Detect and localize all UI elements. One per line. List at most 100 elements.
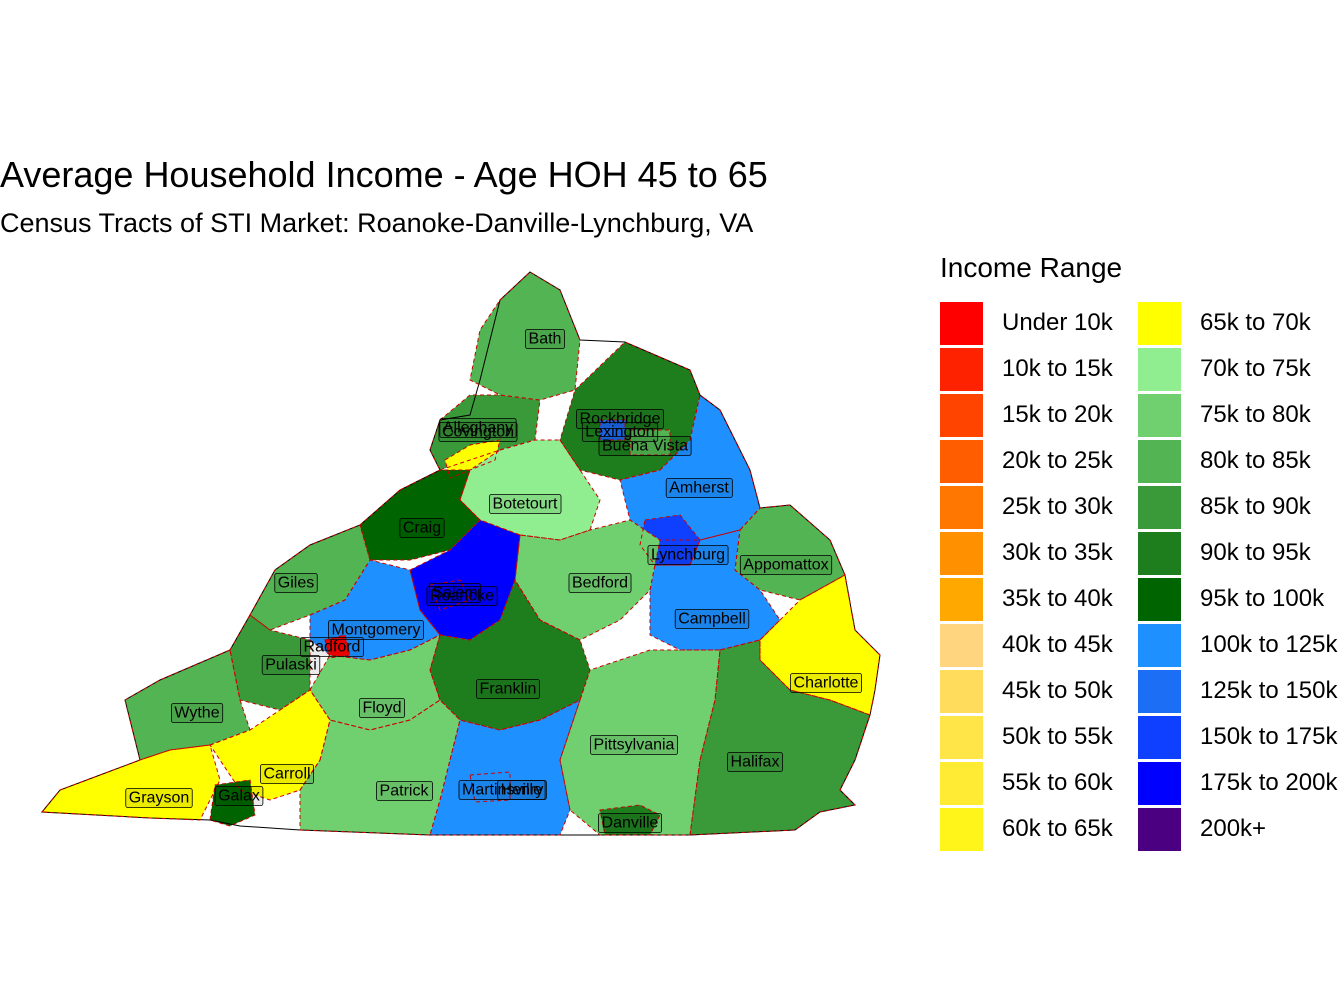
legend-label: 85k to 90k: [1200, 493, 1311, 520]
county-boundary: [459, 439, 601, 541]
legend-item: 50k to 55k: [940, 714, 1122, 760]
county-label-text: Amherst: [669, 480, 729, 497]
legend-item: Under 10k: [940, 300, 1122, 346]
map-subtitle: Census Tracts of STI Market: Roanoke-Dan…: [0, 208, 754, 238]
county-boundary: [429, 699, 581, 836]
county-label-martinsville: Martinsville: [458, 780, 546, 800]
region-patrick: [300, 700, 460, 835]
legend-swatch: [940, 531, 983, 575]
legend-label: 10k to 15k: [1002, 355, 1113, 382]
county-label-box: [399, 518, 445, 538]
region-wythe: [125, 650, 250, 760]
county-label-box: [170, 703, 224, 723]
legend-item: 85k to 90k: [1138, 484, 1337, 530]
county-label-radford: Radford: [300, 637, 364, 657]
legend-item: 95k to 100k: [1138, 576, 1337, 622]
legend-swatch: [1138, 623, 1181, 667]
county-label-box: [489, 494, 562, 514]
county-label-box: [359, 698, 405, 718]
legend-label: 150k to 175k: [1200, 723, 1338, 750]
county-boundary: [689, 639, 871, 836]
county-label-alleghany: Alleghany: [439, 418, 517, 438]
county-label-text: Rockbridge: [580, 411, 661, 428]
county-label-box: [568, 573, 632, 593]
region-lexington: [600, 420, 625, 440]
legend-title: Income Range: [940, 252, 1123, 283]
region-campbell: [650, 530, 780, 650]
county-label-wythe: Wythe: [170, 703, 224, 723]
region-radford: [325, 635, 350, 658]
legend-label: 40k to 45k: [1002, 631, 1113, 658]
county-label-pittsylvania: Pittsylvania: [590, 735, 678, 755]
county-label-box: [428, 583, 482, 603]
county-label-box: [525, 329, 565, 349]
legend-swatch: [1138, 807, 1181, 851]
legend-label: 50k to 55k: [1002, 723, 1113, 750]
region-floyd: [310, 635, 440, 730]
legend-label: 125k to 150k: [1200, 677, 1338, 704]
county-label-giles: Giles: [274, 573, 318, 593]
region-botetourt: [460, 440, 600, 540]
county-label-text: Charlotte: [794, 675, 859, 692]
legend-swatch: [940, 623, 983, 667]
county-label-box: [438, 422, 518, 442]
legend-label: 35k to 40k: [1002, 585, 1113, 612]
legend-item: 200k+: [1138, 806, 1337, 852]
county-label-text: Alleghany: [443, 420, 513, 437]
legend-label: 15k to 20k: [1002, 401, 1113, 428]
county-boundary: [759, 574, 881, 716]
county-label-box: [426, 586, 498, 606]
legend-label: 200k+: [1200, 815, 1267, 842]
county-label-carroll: Carroll: [260, 764, 314, 784]
legend-item: 175k to 200k: [1138, 760, 1337, 806]
legend-swatch: [940, 439, 983, 483]
legend-item: 30k to 35k: [940, 530, 1122, 576]
county-label-patrick: Patrick: [376, 781, 433, 801]
county-label-box: [274, 573, 318, 593]
region-grayson: [42, 745, 220, 820]
county-label-box: [260, 764, 314, 784]
county-boundary: [429, 579, 471, 611]
legend-item: 70k to 75k: [1138, 346, 1337, 392]
county-label-text: Wythe: [174, 705, 219, 722]
county-label-bedford: Bedford: [568, 573, 632, 593]
county-label-box: [665, 478, 733, 498]
county-boundary: [629, 429, 671, 456]
legend-swatch: [940, 393, 983, 437]
region-craig: [360, 470, 480, 560]
county-label-box: [261, 655, 321, 675]
county-label-text: Campbell: [678, 611, 746, 628]
county-label-box: [576, 409, 664, 429]
legend-item: 65k to 70k: [1138, 300, 1337, 346]
region-giles: [250, 525, 370, 630]
county-label-montgomery: Montgomery: [328, 620, 424, 640]
region-amherst: [620, 395, 760, 540]
county-label-box: [674, 609, 750, 629]
region-franklin: [430, 580, 590, 730]
county-boundary: [469, 771, 511, 803]
legend-columns: Under 10k 10k to 15k 15k to 20k 20k to 25k 2…: [940, 300, 1337, 852]
county-label-halifax: Halifax: [727, 752, 783, 772]
legend-column-left: Under 10k 10k to 15k 15k to 20k 20k to 25k 2…: [940, 300, 1122, 852]
county-label-text: Patrick: [380, 783, 430, 800]
county-boundary: [229, 614, 311, 711]
legend-item: 15k to 20k: [940, 392, 1122, 438]
legend-column-right: 65k to 70k 70k to 75k 75k to 80k 80k to 85k…: [1138, 300, 1337, 852]
county-label-box: [590, 735, 678, 755]
legend: Income Range Under 10k 10k to 15k 15k to 2…: [940, 252, 1344, 851]
county-label-box: [647, 545, 729, 565]
legend-swatch: [1138, 761, 1181, 805]
choropleth-map: BathAlleghanyCovingtonRockbridgeLexingto…: [40, 271, 881, 836]
county-label-danville: Danville: [598, 813, 662, 833]
legend-swatch: [1138, 669, 1181, 713]
county-label-lynchburg: Lynchburg: [647, 545, 729, 565]
county-label-text: Floyd: [362, 700, 401, 717]
county-label-text: Buena Vista: [602, 438, 688, 455]
legend-item: 125k to 150k: [1138, 668, 1337, 714]
legend-item: 25k to 30k: [940, 484, 1122, 530]
county-boundary: [444, 439, 501, 479]
legend-swatch: [940, 715, 983, 759]
county-label-craig: Craig: [399, 518, 445, 538]
county-label-text: Henry: [501, 782, 544, 799]
legend-label: 20k to 25k: [1002, 447, 1113, 474]
